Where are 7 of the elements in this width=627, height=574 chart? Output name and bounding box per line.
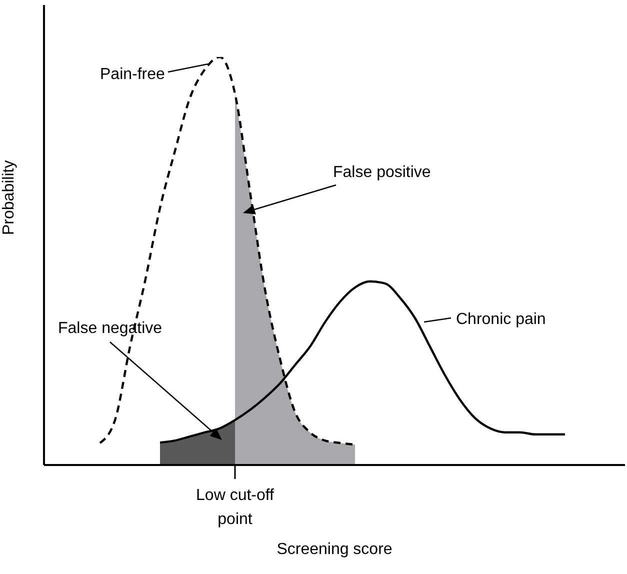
annotation: False negative (58, 320, 162, 337)
text: Low cut-off point (196, 487, 275, 528)
x-axis-title: Screening score (276, 541, 392, 558)
annotation: False positive (333, 164, 431, 181)
series-label: Pain-free (100, 66, 166, 83)
y-axis-title: Probability (0, 160, 18, 235)
legend-label: Chronic pain (456, 311, 546, 328)
